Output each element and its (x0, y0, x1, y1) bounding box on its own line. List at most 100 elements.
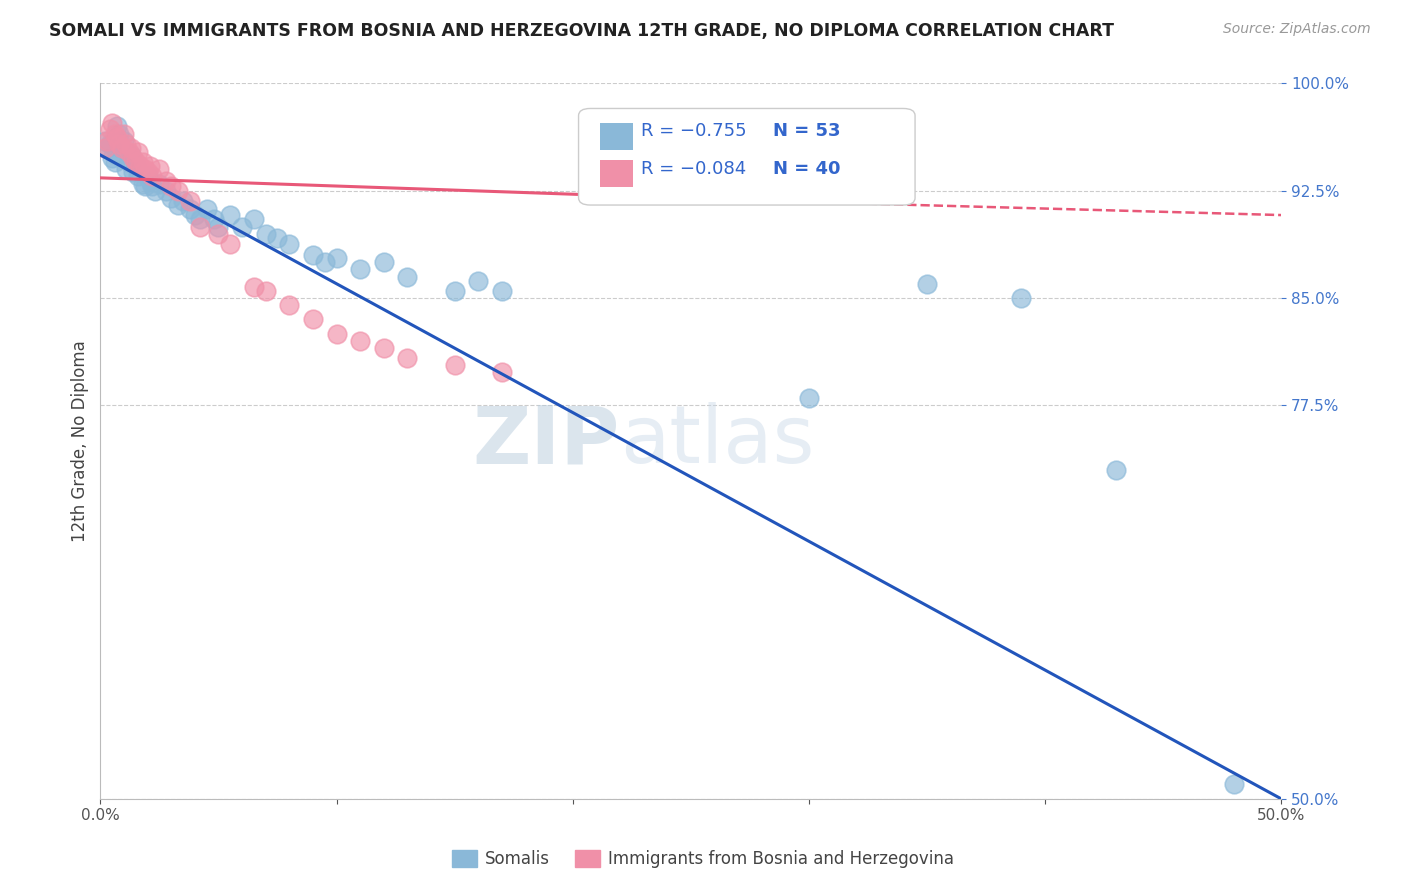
Point (349, 334, 371, 348)
Point (148, 177, 170, 191)
Point (188, 219, 211, 234)
Text: R = −0.084: R = −0.084 (641, 160, 747, 178)
Point (188, 212, 211, 227)
Point (110, 141, 132, 155)
Point (325, 251, 347, 265)
Point (491, 366, 513, 380)
Point (94, 141, 117, 155)
Point (112, 134, 135, 148)
Point (467, 274, 489, 288)
Point (219, 236, 242, 251)
Point (325, 326, 347, 341)
Point (96, 134, 118, 148)
Point (136, 165, 159, 179)
Point (115, 162, 138, 177)
Point (134, 162, 156, 177)
Point (243, 212, 266, 227)
Point (105, 120, 128, 134)
Text: atlas: atlas (620, 402, 814, 480)
Point (254, 284, 277, 298)
Point (160, 179, 183, 194)
Point (179, 202, 201, 217)
Point (132, 177, 155, 191)
Point (101, 151, 124, 165)
Y-axis label: 12th Grade, No Diploma: 12th Grade, No Diploma (72, 340, 89, 542)
Point (207, 227, 229, 241)
Point (148, 162, 170, 177)
Point (108, 127, 131, 141)
Point (1223, 777, 1246, 791)
Point (136, 169, 159, 184)
Text: N = 53: N = 53 (773, 122, 841, 140)
Point (349, 262, 371, 277)
Text: N = 40: N = 40 (773, 160, 841, 178)
Point (122, 151, 145, 165)
Point (143, 184, 166, 198)
Point (179, 194, 201, 208)
Point (172, 194, 194, 208)
Point (141, 169, 163, 184)
Point (219, 208, 242, 222)
Point (118, 145, 141, 160)
Point (103, 155, 125, 169)
Point (243, 279, 266, 293)
Point (101, 116, 124, 130)
Point (202, 212, 225, 227)
Point (1105, 463, 1128, 477)
Point (160, 191, 183, 205)
Point (231, 219, 253, 234)
Point (302, 312, 325, 326)
Point (207, 219, 229, 234)
Point (115, 136, 138, 151)
FancyBboxPatch shape (600, 160, 633, 187)
Point (105, 148, 128, 162)
Point (125, 155, 148, 169)
Text: Source: ZipAtlas.com: Source: ZipAtlas.com (1223, 22, 1371, 37)
Point (127, 145, 149, 160)
Point (1010, 291, 1032, 305)
Point (141, 179, 163, 194)
Text: SOMALI VS IMMIGRANTS FROM BOSNIA AND HERZEGOVINA 12TH GRADE, NO DIPLOMA CORRELAT: SOMALI VS IMMIGRANTS FROM BOSNIA AND HER… (49, 22, 1114, 40)
Point (127, 169, 149, 184)
Point (266, 231, 288, 245)
Point (118, 155, 141, 169)
Legend: Somalis, Immigrants from Bosnia and Herzegovina: Somalis, Immigrants from Bosnia and Herz… (446, 843, 960, 875)
Point (134, 179, 156, 194)
Point (120, 148, 142, 162)
Point (139, 174, 162, 188)
Point (98, 122, 121, 136)
Point (184, 208, 207, 222)
Point (112, 127, 135, 141)
Point (797, 391, 820, 405)
Point (94, 134, 117, 148)
Point (105, 130, 128, 145)
Point (396, 351, 419, 365)
Point (396, 269, 419, 284)
Point (155, 174, 177, 188)
Point (443, 359, 465, 373)
Point (254, 227, 277, 241)
Point (167, 184, 190, 198)
Point (373, 255, 395, 269)
FancyBboxPatch shape (578, 109, 915, 205)
Point (314, 255, 336, 269)
FancyBboxPatch shape (600, 123, 633, 150)
Point (155, 184, 177, 198)
Point (125, 160, 148, 174)
Point (139, 160, 162, 174)
Point (373, 341, 395, 355)
Point (167, 198, 190, 212)
Point (110, 141, 132, 155)
Point (302, 248, 325, 262)
Point (103, 127, 125, 141)
Point (491, 284, 513, 298)
Point (915, 277, 938, 291)
Point (122, 165, 145, 179)
Point (195, 202, 218, 217)
Point (278, 236, 301, 251)
Point (120, 141, 142, 155)
Point (96, 141, 118, 155)
Point (797, 184, 820, 198)
Point (132, 155, 155, 169)
Text: ZIP: ZIP (472, 402, 620, 480)
